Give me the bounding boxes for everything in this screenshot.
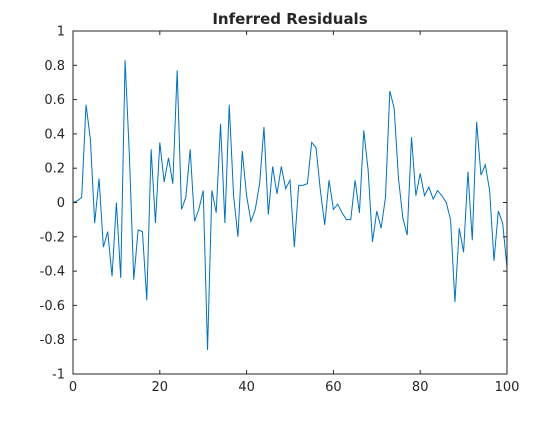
y-tick-label: -0.8 xyxy=(40,333,65,348)
x-tick-label: 60 xyxy=(325,380,342,395)
y-tick-label: 0 xyxy=(57,196,65,211)
y-tick-label: 0.6 xyxy=(44,93,65,108)
y-tick-label: -1 xyxy=(52,368,65,383)
series-line xyxy=(72,60,508,351)
y-tick-label: 0.8 xyxy=(44,59,65,74)
y-tick-label: -0.4 xyxy=(40,265,65,280)
series-layer xyxy=(72,60,508,351)
x-tick-label: 80 xyxy=(412,380,429,395)
y-tick-label: 0.2 xyxy=(44,162,65,177)
chart-title: Inferred Residuals xyxy=(212,10,367,28)
x-tick-label: 40 xyxy=(238,380,255,395)
y-tick-label: -0.2 xyxy=(40,230,65,245)
x-tick-label: 100 xyxy=(495,380,520,395)
x-tick-label: 0 xyxy=(69,380,77,395)
y-tick-label: 1 xyxy=(57,25,65,40)
plot-area xyxy=(73,31,507,374)
tick-layer: 0 20 40 60 80 100 -1 -0.8 -0.6 -0.4 -0.2 0 0.2 0.4 0.6… xyxy=(40,25,520,396)
x-tick-label: 20 xyxy=(152,380,169,395)
y-tick-label: 0.4 xyxy=(44,127,65,142)
y-tick-label: -0.6 xyxy=(40,299,65,314)
